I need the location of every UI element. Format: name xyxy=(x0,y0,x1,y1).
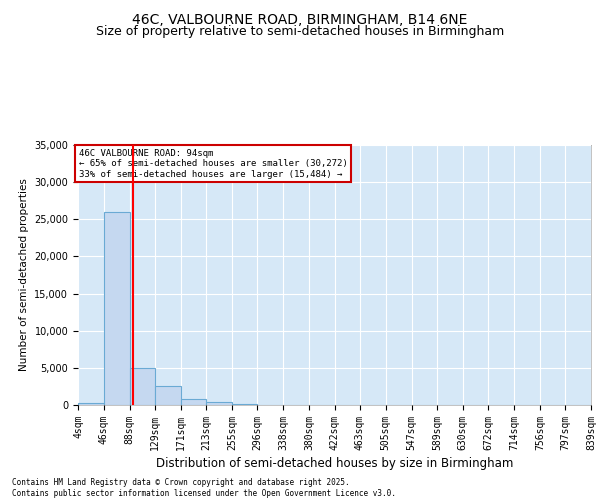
Text: Size of property relative to semi-detached houses in Birmingham: Size of property relative to semi-detach… xyxy=(96,25,504,38)
Bar xyxy=(104,212,130,405)
Text: 46C, VALBOURNE ROAD, BIRMINGHAM, B14 6NE: 46C, VALBOURNE ROAD, BIRMINGHAM, B14 6NE xyxy=(133,12,467,26)
Bar xyxy=(130,368,155,405)
Bar xyxy=(181,399,206,405)
Text: Contains HM Land Registry data © Crown copyright and database right 2025.
Contai: Contains HM Land Registry data © Crown c… xyxy=(12,478,396,498)
Bar xyxy=(155,386,181,405)
Y-axis label: Number of semi-detached properties: Number of semi-detached properties xyxy=(19,178,29,372)
Text: 46C VALBOURNE ROAD: 94sqm
← 65% of semi-detached houses are smaller (30,272)
33%: 46C VALBOURNE ROAD: 94sqm ← 65% of semi-… xyxy=(79,148,347,178)
Bar xyxy=(78,403,104,405)
X-axis label: Distribution of semi-detached houses by size in Birmingham: Distribution of semi-detached houses by … xyxy=(156,457,513,470)
Bar xyxy=(206,402,232,405)
Bar xyxy=(232,404,257,405)
